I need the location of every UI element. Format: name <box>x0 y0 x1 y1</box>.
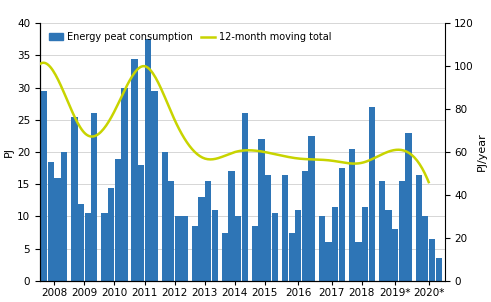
Bar <box>55 178 61 281</box>
Bar <box>151 91 158 281</box>
Bar <box>332 207 338 281</box>
Bar <box>242 114 248 281</box>
Bar <box>175 217 181 281</box>
Bar <box>84 213 91 281</box>
Bar <box>132 59 137 281</box>
Legend: Energy peat consumption, 12-month moving total: Energy peat consumption, 12-month moving… <box>45 28 336 46</box>
Bar <box>295 210 301 281</box>
Bar <box>319 217 325 281</box>
Bar <box>429 239 435 281</box>
Bar <box>349 149 355 281</box>
Bar <box>78 204 84 281</box>
Bar <box>162 152 168 281</box>
Bar <box>302 172 308 281</box>
Bar <box>101 213 108 281</box>
Bar <box>121 88 128 281</box>
Bar <box>71 117 78 281</box>
Bar <box>392 229 398 281</box>
Bar <box>61 152 67 281</box>
Bar <box>258 139 265 281</box>
Bar <box>385 210 392 281</box>
Bar <box>222 233 228 281</box>
Bar <box>228 172 235 281</box>
Bar <box>108 188 114 281</box>
Bar <box>145 39 151 281</box>
Bar <box>406 133 411 281</box>
Bar <box>326 242 331 281</box>
Bar <box>282 175 288 281</box>
Bar <box>436 258 442 281</box>
Bar <box>265 175 272 281</box>
Bar <box>205 181 211 281</box>
Bar <box>399 181 405 281</box>
Bar <box>355 242 362 281</box>
Bar <box>272 213 278 281</box>
Bar <box>91 114 97 281</box>
Bar <box>138 165 144 281</box>
Bar <box>212 210 218 281</box>
Bar <box>191 226 198 281</box>
Bar <box>182 217 188 281</box>
Bar <box>252 226 258 281</box>
Bar <box>168 181 174 281</box>
Bar <box>48 162 54 281</box>
Bar <box>422 217 429 281</box>
Bar <box>369 107 375 281</box>
Bar <box>235 217 241 281</box>
Bar <box>114 159 121 281</box>
Bar <box>41 91 48 281</box>
Bar <box>379 181 385 281</box>
Y-axis label: PJ: PJ <box>4 147 14 157</box>
Bar <box>308 136 315 281</box>
Bar <box>289 233 295 281</box>
Y-axis label: PJ/year: PJ/year <box>477 133 487 172</box>
Bar <box>362 207 368 281</box>
Bar <box>198 197 205 281</box>
Bar <box>415 175 422 281</box>
Bar <box>339 168 345 281</box>
